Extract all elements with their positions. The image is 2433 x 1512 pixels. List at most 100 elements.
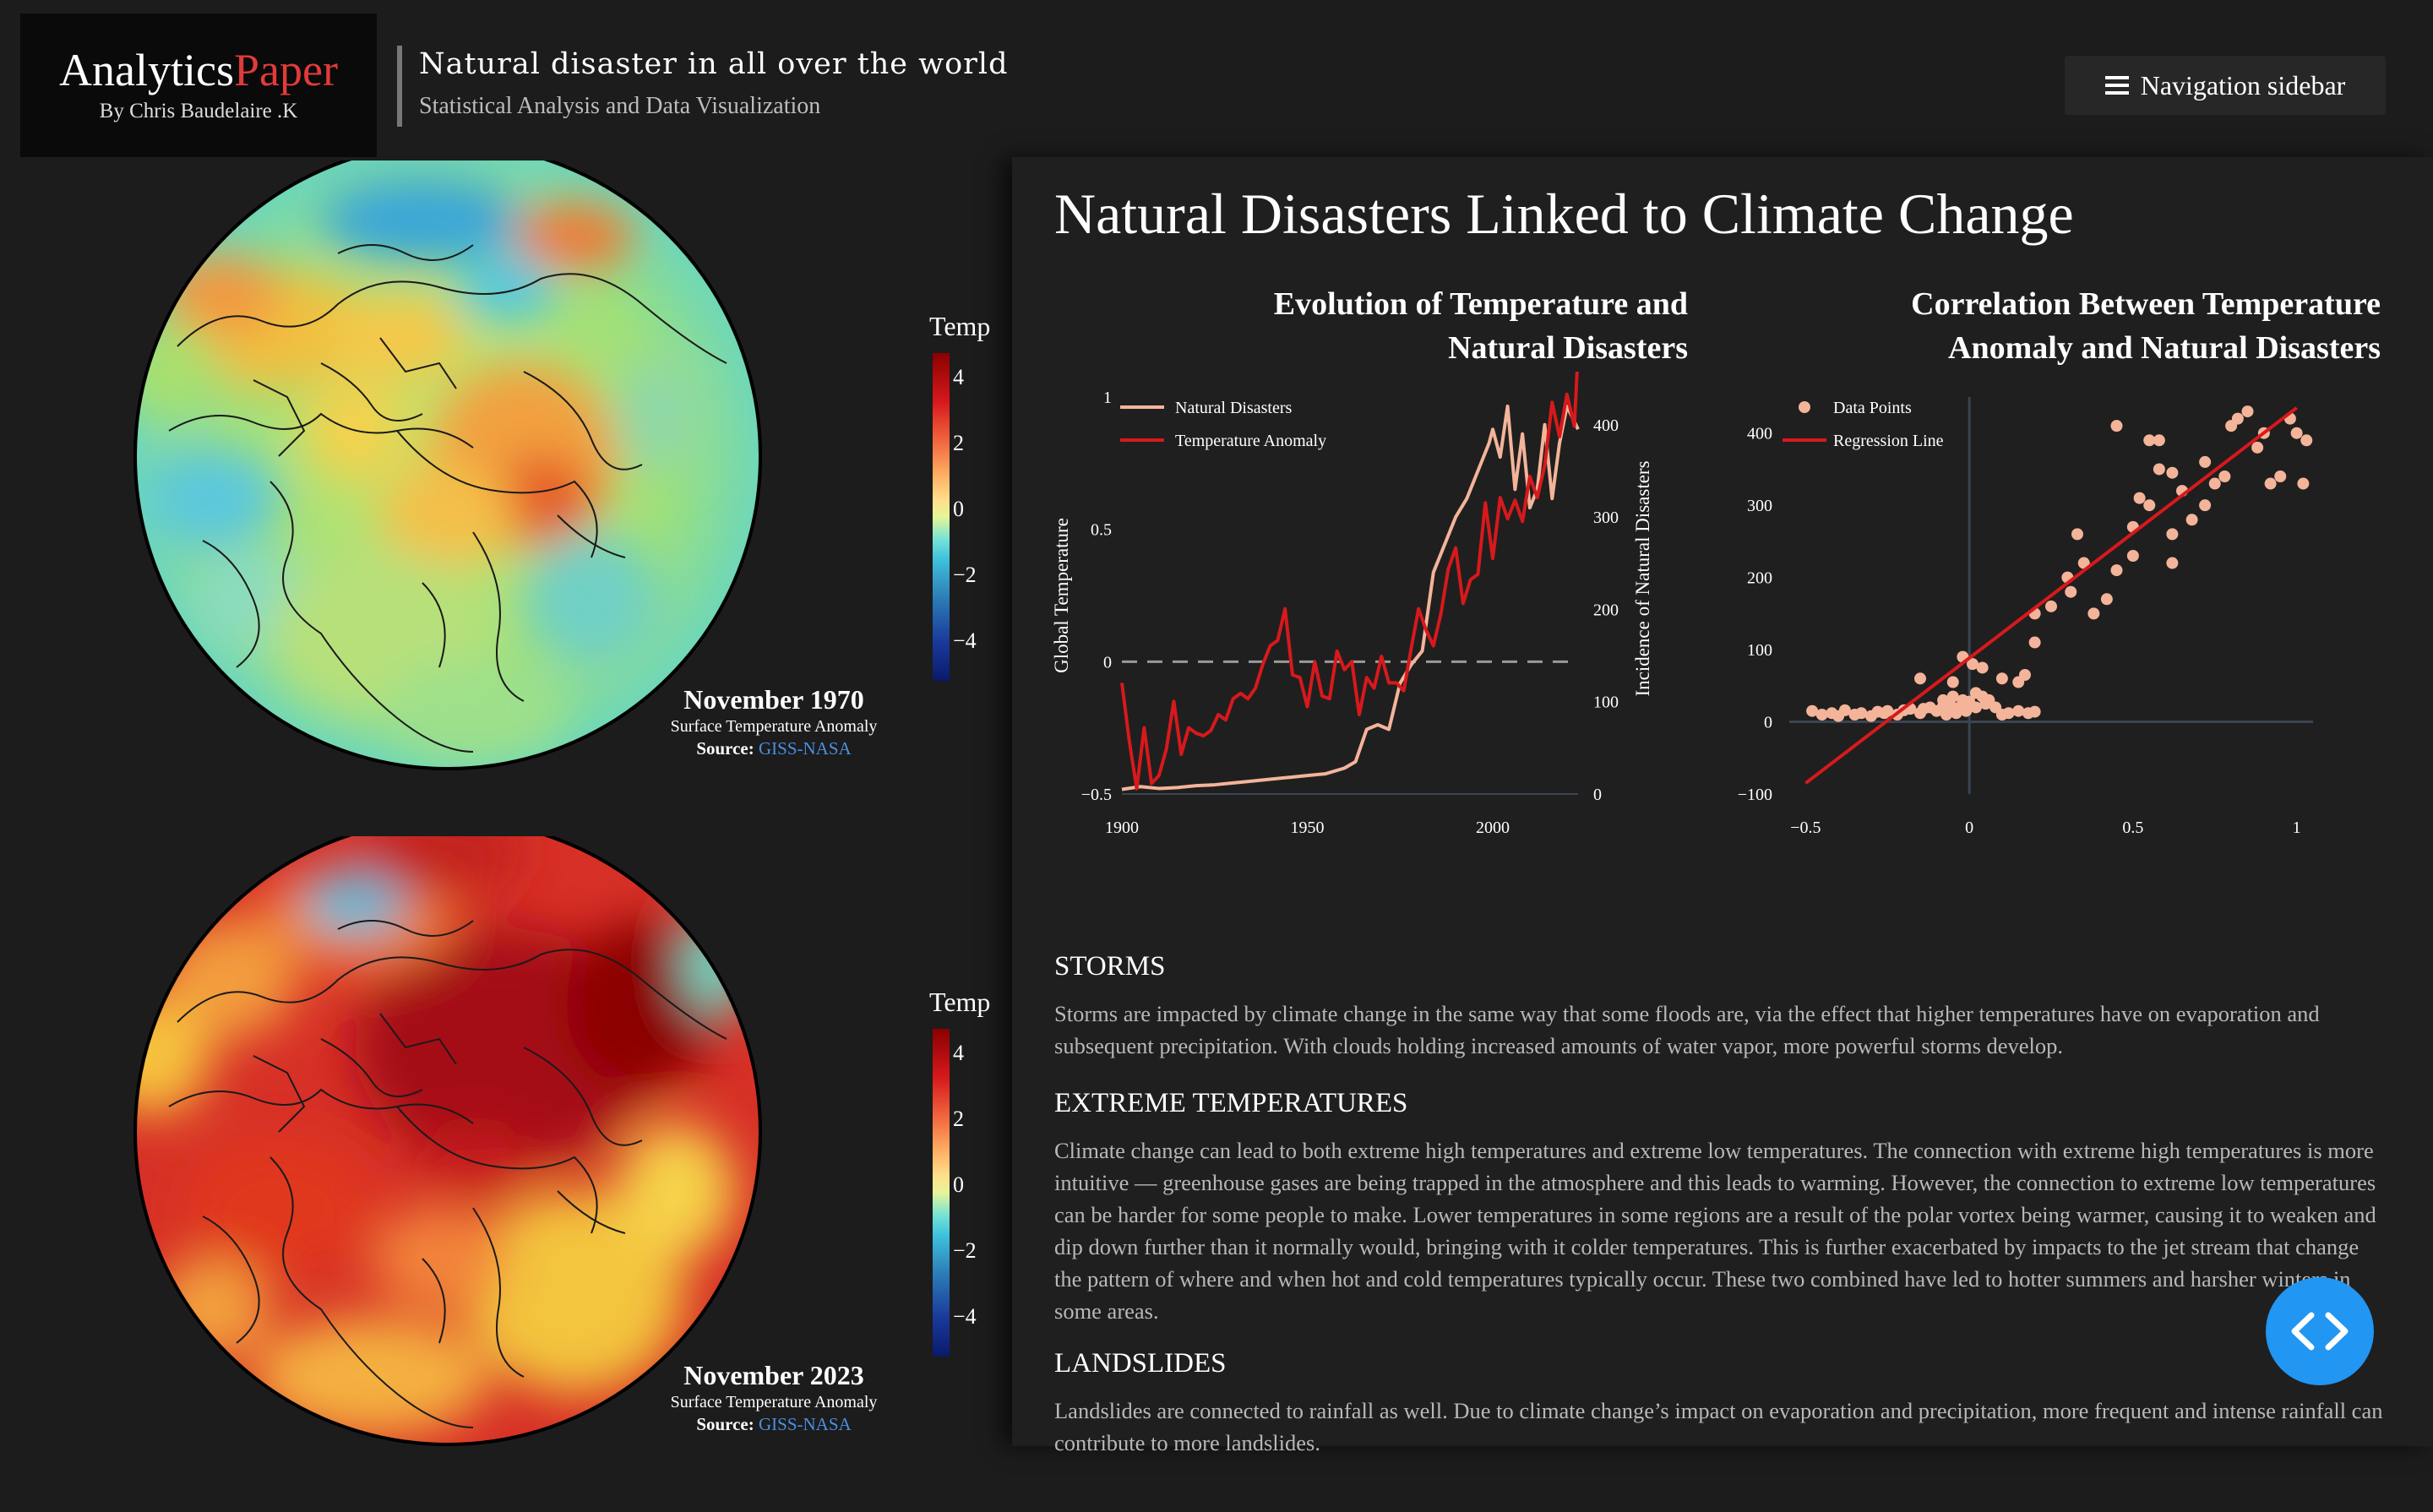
section-heading: LANDSLIDES — [1054, 1348, 1227, 1379]
section-storms: STORMS Storms are impacted by climate ch… — [1054, 951, 2389, 1062]
y-tick-label: −100 — [1738, 786, 1772, 804]
globe-2023-caption: November 2023 Surface Temperature Anomal… — [647, 1360, 901, 1435]
brand-logo[interactable]: AnalyticsPaper By Chris Baudelaire .K — [20, 14, 377, 157]
globe-2023-block: November 2023 Surface Temperature Anomal… — [0, 836, 1010, 1512]
navigation-sidebar-button[interactable]: Navigation sidebar — [2065, 56, 2386, 115]
scatter-point — [2028, 636, 2041, 649]
globe-column: November 1970 Surface Temperature Anomal… — [0, 160, 1010, 1446]
globe-2023-colorbar-tick: 0 — [953, 1172, 964, 1197]
globe-2023-map[interactable] — [0, 836, 1010, 1446]
scatter-point — [2241, 405, 2254, 418]
scatter-point — [2208, 477, 2221, 490]
section-body: Climate change can lead to both extreme … — [1054, 1138, 2376, 1324]
scatter-point — [2231, 412, 2244, 425]
scatter-point — [2199, 499, 2212, 512]
y-tick-label: 400 — [1747, 425, 1772, 443]
regression-line — [1804, 406, 2298, 785]
code-brackets-icon — [2291, 1312, 2349, 1351]
scatter-point — [2019, 669, 2031, 681]
y-tick-label: 1 — [1103, 389, 1112, 407]
scatter-point — [2065, 585, 2077, 598]
section-landslides: LANDSLIDES Landslides are connected to r… — [1054, 1348, 2389, 1459]
scatter-point — [1855, 707, 1868, 720]
scatter-point — [1969, 701, 1982, 714]
y2-tick-label: 200 — [1593, 601, 1619, 619]
globe-2023-colorbar-tick: −4 — [953, 1304, 977, 1329]
globe-1970-colorbar-tick: −4 — [953, 628, 977, 653]
scatter-point — [1815, 709, 1828, 721]
section-extreme-temperatures: EXTREME TEMPERATURES Climate change can … — [1054, 1088, 2389, 1327]
scatter-point — [2166, 466, 2179, 479]
scatter-point — [2166, 528, 2179, 541]
globe-2023-colorbar — [933, 1029, 950, 1357]
x-tick-label: 1 — [2293, 819, 2301, 837]
scatter-point — [2077, 557, 2090, 569]
chart-1-title-line1: Evolution of Temperature and — [1273, 286, 1688, 322]
brand-byline: By Chris Baudelaire .K — [99, 100, 298, 122]
hamburger-menu-icon — [2104, 72, 2129, 99]
scatter-point — [1946, 690, 1959, 703]
globe-2023-source: Source: GISS-NASA — [647, 1414, 901, 1435]
globe-2023-month: November 2023 — [683, 1360, 864, 1390]
y-tick-label: 0 — [1103, 653, 1112, 672]
y2-tick-label: 400 — [1593, 416, 1619, 435]
scatter-point — [2274, 470, 2287, 482]
section-body: Landslides are connected to rainfall as … — [1054, 1398, 2383, 1455]
scatter-point — [1838, 704, 1851, 716]
globe-2023-source-link[interactable]: GISS-NASA — [759, 1414, 852, 1434]
scatter-point — [2126, 550, 2139, 562]
chart-1-title-line2: Natural Disasters — [1448, 330, 1688, 366]
globe-1970-source-link[interactable]: GISS-NASA — [759, 738, 852, 759]
temperature-disasters-line-chart[interactable]: 1900 1950 2000 1 0.5 0 −0.5 400 300 200 100 0 Global… — [1037, 372, 1663, 929]
temperature-disasters-scatter-chart[interactable]: −0.5 0 0.5 1 400 300 200 100 0 −100 Data Points Reg… — [1696, 372, 2338, 929]
scatter-point — [2290, 427, 2303, 439]
y2-axis-label: Incidence of Natural Disasters — [1632, 460, 1653, 696]
x-tick-label: 1900 — [1105, 819, 1139, 837]
y2-tick-label: 100 — [1593, 693, 1619, 712]
globe-1970-colorbar-tick: 4 — [953, 365, 964, 389]
section-heading: STORMS — [1054, 951, 1166, 982]
legend-swatch — [1799, 401, 1810, 413]
scatter-point — [2087, 607, 2100, 620]
scatter-point — [2199, 455, 2212, 468]
scatter-point — [2300, 434, 2313, 447]
scatter-point — [2071, 528, 2083, 541]
scatter-point — [2012, 704, 2025, 717]
content-panel: Natural Disasters Linked to Climate Chan… — [1012, 157, 2433, 1455]
scatter-point — [2166, 557, 2179, 569]
scatter-point — [2002, 707, 2015, 720]
legend-label: Regression Line — [1833, 432, 1944, 450]
legend-label: Data Points — [1833, 399, 1912, 417]
globe-2023-colorbar-tick: −2 — [953, 1238, 977, 1263]
chart-2-title-line1: Correlation Between Temperature — [1911, 286, 2381, 322]
globe-1970-map[interactable] — [0, 160, 1010, 836]
brand-name-part1: Analytics — [59, 45, 234, 95]
globe-1970-colorbar-tick: 2 — [953, 431, 964, 455]
scatter-point — [2264, 477, 2277, 490]
legend-label: Temperature Anomaly — [1175, 432, 1326, 450]
scatter-point — [2045, 600, 2057, 612]
page-header: Natural disaster in all over the world S… — [397, 46, 1009, 127]
x-tick-label: 1950 — [1291, 819, 1325, 837]
globe-2023-colorbar-title: Temp — [929, 987, 991, 1017]
chart-2-title: Correlation Between Temperature Anomaly … — [1874, 282, 2381, 370]
globe-1970-caption: November 1970 Surface Temperature Anomal… — [647, 684, 901, 759]
globe-2023-subtitle: Surface Temperature Anomaly — [670, 1393, 878, 1411]
scatter-point — [1967, 658, 1979, 671]
scatter-point — [2153, 463, 2165, 476]
y-tick-label: 200 — [1747, 569, 1772, 588]
globe-2023-colorbar-tick: 2 — [953, 1107, 964, 1131]
x-tick-label: −0.5 — [1790, 819, 1821, 837]
page-title: Natural disaster in all over the world — [419, 47, 1009, 81]
scatter-point — [2143, 499, 2156, 512]
x-tick-label: 0 — [1965, 819, 1973, 837]
scatter-point — [2143, 434, 2156, 447]
navigation-sidebar-label: Navigation sidebar — [2140, 69, 2346, 101]
scatter-point — [2251, 441, 2264, 454]
chart-2-title-line2: Anomaly and Natural Disasters — [1948, 330, 2381, 366]
section-heading: EXTREME TEMPERATURES — [1054, 1088, 1408, 1118]
scatter-point — [1946, 676, 1959, 688]
globe-1970-month: November 1970 — [683, 684, 864, 715]
code-toggle-button[interactable] — [2266, 1277, 2374, 1385]
scatter-point — [1881, 704, 1894, 717]
